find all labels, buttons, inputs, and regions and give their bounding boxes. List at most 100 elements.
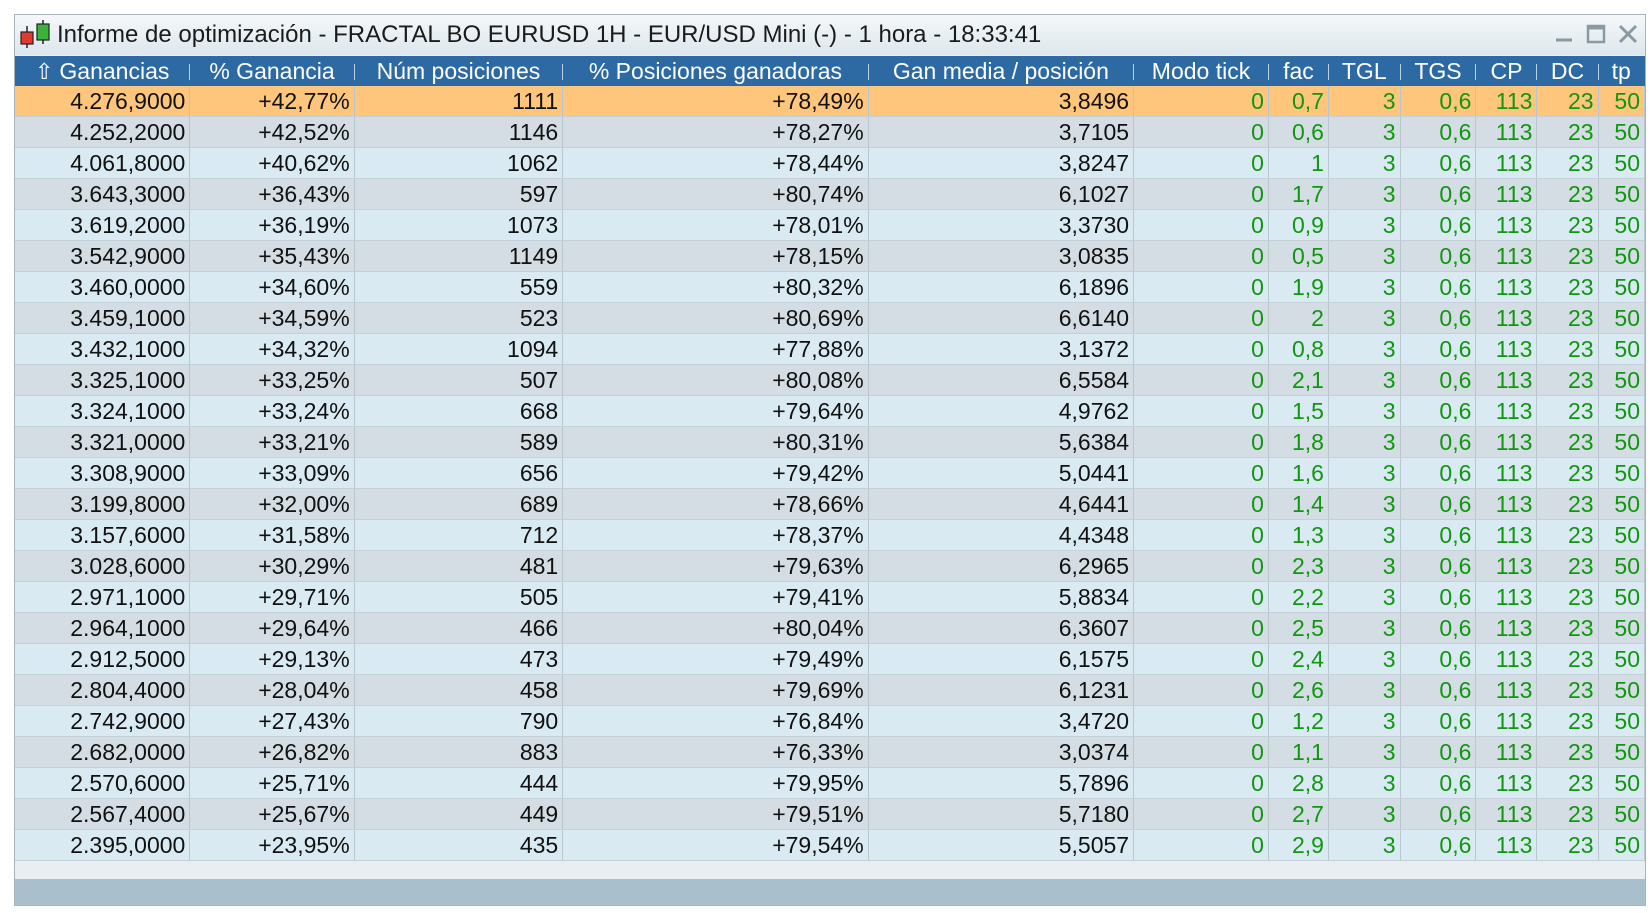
table-cell: 5,8834 [868, 581, 1135, 613]
column-header[interactable]: % Posiciones ganadoras [562, 56, 869, 86]
table-cell: +79,95% [562, 767, 869, 799]
table-row[interactable]: 4.252,2000 +42,52% 1146 +78,27% 3,7105 0 0,6 3 0… [15, 116, 1646, 148]
table-cell: 2,4 [1268, 643, 1329, 675]
table-row[interactable]: 2.912,5000 +29,13% 473 +79,49% 6,1575 0 2,4 3 0,… [15, 643, 1646, 675]
table-cell: 0 [1133, 612, 1269, 644]
table-row[interactable]: 3.199,8000 +32,00% 689 +78,66% 4,6441 0 1,4 3 0,… [15, 488, 1646, 520]
table-cell: 113 [1475, 86, 1538, 117]
minimize-icon[interactable] [1553, 23, 1575, 45]
table-cell: 3 [1328, 240, 1401, 272]
table-cell: 589 [354, 426, 564, 458]
table-cell: 3 [1328, 116, 1401, 148]
table-cell: 4.061,8000 [15, 147, 191, 179]
table-cell: 6,1575 [868, 643, 1135, 675]
table-cell: 0,6 [1400, 612, 1477, 644]
table-cell: 0 [1133, 271, 1269, 303]
table-row[interactable]: 4.061,8000 +40,62% 1062 +78,44% 3,8247 0 1 3 0,6… [15, 147, 1646, 179]
window-titlebar[interactable]: Informe de optimización - FRACTAL BO EUR… [15, 15, 1645, 55]
table-cell: 5,0441 [868, 457, 1135, 489]
table-row[interactable]: 3.324,1000 +33,24% 668 +79,64% 4,9762 0 1,5 3 0,… [15, 395, 1646, 427]
table-cell: 0 [1133, 798, 1269, 830]
table-cell: +25,71% [189, 767, 355, 799]
table-cell: 113 [1475, 271, 1538, 303]
table-cell: +79,64% [562, 395, 869, 427]
table-row[interactable]: 2.395,0000 +23,95% 435 +79,54% 5,5057 0 2,9 3 0,… [15, 829, 1646, 861]
table-cell: 3 [1328, 767, 1401, 799]
column-header[interactable]: tp [1598, 56, 1646, 86]
close-icon[interactable] [1617, 23, 1639, 45]
table-cell: +80,32% [562, 271, 869, 303]
table-row[interactable]: 3.460,0000 +34,60% 559 +80,32% 6,1896 0 1,9 3 0,… [15, 271, 1646, 303]
table-row[interactable]: 3.619,2000 +36,19% 1073 +78,01% 3,3730 0 0,9 3 0… [15, 209, 1646, 241]
table-cell: 3 [1328, 457, 1401, 489]
table-cell: 0 [1133, 488, 1269, 520]
column-header[interactable]: CP [1475, 56, 1538, 86]
table-row[interactable]: 2.570,6000 +25,71% 444 +79,95% 5,7896 0 2,8 3 0,… [15, 767, 1646, 799]
table-cell: 3,8496 [868, 86, 1135, 117]
table-cell: 3,3730 [868, 209, 1135, 241]
table-row[interactable]: 2.971,1000 +29,71% 505 +79,41% 5,8834 0 2,2 3 0,… [15, 581, 1646, 613]
table-cell: 3.643,3000 [15, 178, 191, 210]
column-header[interactable]: % Ganancia [189, 56, 355, 86]
table-cell: 23 [1536, 116, 1599, 148]
table-cell: 3,7105 [868, 116, 1135, 148]
table-cell: 50 [1598, 736, 1646, 768]
table-cell: +79,69% [562, 674, 869, 706]
table-cell: 1 [1268, 147, 1329, 179]
table-row[interactable]: 3.028,6000 +30,29% 481 +79,63% 6,2965 0 2,3 3 0,… [15, 550, 1646, 582]
table-cell: 4,9762 [868, 395, 1135, 427]
table-cell: 3,1372 [868, 333, 1135, 365]
table-cell: 23 [1536, 519, 1599, 551]
column-header[interactable]: TGL [1328, 56, 1401, 86]
column-header[interactable]: ⇧ Ganancias [15, 56, 191, 86]
table-row[interactable]: 3.643,3000 +36,43% 597 +80,74% 6,1027 0 1,7 3 0,… [15, 178, 1646, 210]
table-row[interactable]: 3.542,9000 +35,43% 1149 +78,15% 3,0835 0 0,5 3 0… [15, 240, 1646, 272]
table-cell: 23 [1536, 271, 1599, 303]
column-header[interactable]: TGS [1400, 56, 1477, 86]
table-header-row: ⇧ Ganancias % Ganancia Núm posiciones % Posi… [15, 56, 1646, 86]
table-cell: 3 [1328, 147, 1401, 179]
table-row[interactable]: 2.682,0000 +26,82% 883 +76,33% 3,0374 0 1,1 3 0,… [15, 736, 1646, 768]
table-cell: 0,6 [1400, 240, 1477, 272]
table-cell: 50 [1598, 550, 1646, 582]
table-row[interactable]: 2.567,4000 +25,67% 449 +79,51% 5,7180 0 2,7 3 0,… [15, 798, 1646, 830]
table-cell: 3 [1328, 550, 1401, 582]
table-row[interactable]: 3.321,0000 +33,21% 589 +80,31% 5,6384 0 1,8 3 0,… [15, 426, 1646, 458]
table-cell: 50 [1598, 829, 1646, 861]
table-cell: 113 [1475, 333, 1538, 365]
table-row[interactable]: 3.459,1000 +34,59% 523 +80,69% 6,6140 0 2 3 0,6 1… [15, 302, 1646, 334]
candlestick-chart-icon [17, 18, 53, 52]
table-cell: 113 [1475, 581, 1538, 613]
table-cell: 1,7 [1268, 178, 1329, 210]
table-cell: 0,6 [1400, 767, 1477, 799]
table-cell: 0 [1133, 147, 1269, 179]
column-header[interactable]: Modo tick [1133, 56, 1269, 86]
column-header[interactable]: Gan media / posición [868, 56, 1135, 86]
table-row[interactable]: 3.432,1000 +34,32% 1094 +77,88% 3,1372 0 0,8 3 0… [15, 333, 1646, 365]
column-header[interactable]: Núm posiciones [354, 56, 564, 86]
column-header[interactable]: DC [1536, 56, 1599, 86]
table-row[interactable]: 3.157,6000 +31,58% 712 +78,37% 4,4348 0 1,3 3 0,… [15, 519, 1646, 551]
table-footer-area [15, 879, 1645, 905]
table-row[interactable]: 2.742,9000 +27,43% 790 +76,84% 3,4720 0 1,2 3 0,… [15, 705, 1646, 737]
table-row-selected[interactable]: 4.276,9000 +42,77% 1111 +78,49% 3,8496 0 0,7 3 0… [15, 86, 1646, 117]
table-cell: +29,13% [189, 643, 355, 675]
table-row[interactable]: 3.308,9000 +33,09% 656 +79,42% 5,0441 0 1,6 3 0,… [15, 457, 1646, 489]
table-cell: 23 [1536, 674, 1599, 706]
table-row[interactable]: 3.325,1000 +33,25% 507 +80,08% 6,5584 0 2,1 3 0,… [15, 364, 1646, 396]
table-cell: 23 [1536, 302, 1599, 334]
maximize-icon[interactable] [1585, 23, 1607, 45]
table-cell: +36,19% [189, 209, 355, 241]
table-cell: +32,00% [189, 488, 355, 520]
table-cell: 0 [1133, 364, 1269, 396]
column-header[interactable]: fac [1268, 56, 1329, 86]
table-cell: 113 [1475, 240, 1538, 272]
table-row[interactable]: 2.804,4000 +28,04% 458 +79,69% 6,1231 0 2,6 3 0,… [15, 674, 1646, 706]
table-cell: 5,5057 [868, 829, 1135, 861]
table-cell: 2 [1268, 302, 1329, 334]
table-cell: 883 [354, 736, 564, 768]
table-row[interactable]: 2.964,1000 +29,64% 466 +80,04% 6,3607 0 2,5 3 0,… [15, 612, 1646, 644]
table-cell: 0,6 [1400, 116, 1477, 148]
table-cell: 3 [1328, 736, 1401, 768]
table-cell: 1,6 [1268, 457, 1329, 489]
